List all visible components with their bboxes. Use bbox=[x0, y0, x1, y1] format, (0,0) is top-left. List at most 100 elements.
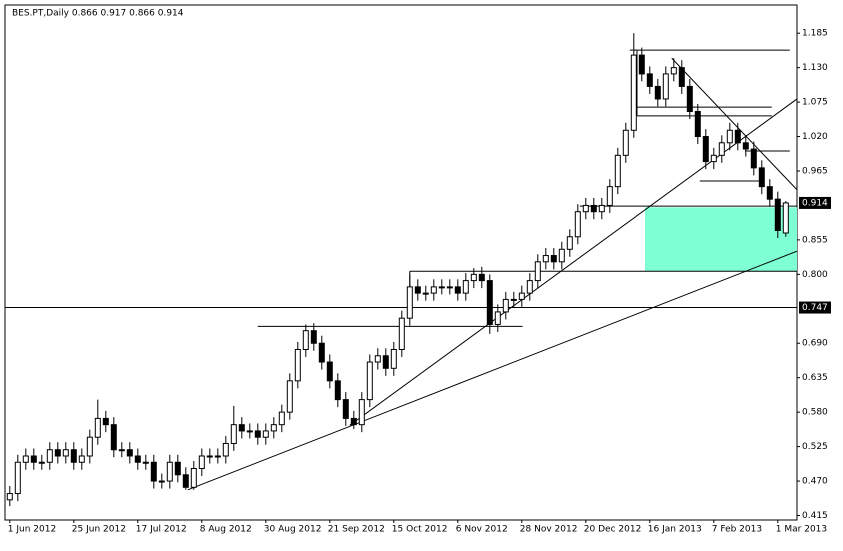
candle-body bbox=[558, 248, 565, 263]
candle-body bbox=[662, 73, 669, 100]
candle-body bbox=[254, 430, 261, 438]
y-tick-label: 1.185 bbox=[802, 29, 828, 39]
candle-body bbox=[638, 54, 645, 75]
candle-body bbox=[54, 449, 61, 457]
candle-body bbox=[702, 136, 709, 163]
candle-body bbox=[502, 298, 509, 313]
zone bbox=[645, 207, 797, 272]
candle-body bbox=[670, 67, 677, 75]
candle-body bbox=[598, 204, 605, 213]
candle-body bbox=[382, 355, 389, 369]
candle-body bbox=[750, 148, 757, 169]
y-tick-label: 0.525 bbox=[802, 442, 828, 452]
candle-body bbox=[150, 461, 157, 482]
candle-body bbox=[686, 85, 693, 112]
candle-body bbox=[438, 286, 445, 289]
candle-body bbox=[414, 286, 421, 294]
candle-body bbox=[518, 292, 525, 300]
candle-body bbox=[678, 67, 685, 87]
candle-body bbox=[622, 129, 629, 156]
candle-body bbox=[174, 461, 181, 476]
candle-body bbox=[238, 424, 245, 432]
candle-body bbox=[398, 317, 405, 351]
candle-body bbox=[158, 480, 165, 483]
x-tick-label: 8 Aug 2012 bbox=[200, 525, 252, 535]
candle-body bbox=[342, 399, 349, 419]
candle-body bbox=[222, 442, 229, 457]
x-tick-label: 21 Sep 2012 bbox=[328, 525, 385, 535]
candle-body bbox=[734, 129, 741, 144]
candle-body bbox=[526, 280, 533, 294]
price-label-box bbox=[799, 301, 831, 314]
x-tick-label: 30 Aug 2012 bbox=[264, 525, 322, 535]
candle-body bbox=[286, 380, 293, 413]
y-tick-label: 0.965 bbox=[802, 166, 828, 176]
x-tick-label: 6 Nov 2012 bbox=[456, 525, 508, 535]
candle-body bbox=[326, 361, 333, 382]
x-tick-label: 1 Mar 2013 bbox=[776, 525, 827, 535]
candle-body bbox=[142, 461, 149, 464]
candle-body bbox=[134, 455, 141, 463]
candle-body bbox=[246, 430, 253, 433]
y-tick-label: 1.075 bbox=[802, 98, 828, 108]
candle-body bbox=[406, 286, 413, 319]
candle-body bbox=[270, 424, 277, 432]
candle-body bbox=[494, 311, 501, 325]
candle-body bbox=[726, 129, 733, 144]
trend-line bbox=[671, 57, 797, 191]
x-tick-label: 17 Jul 2012 bbox=[136, 525, 187, 535]
candle-body bbox=[654, 85, 661, 100]
candle-body bbox=[62, 449, 69, 457]
candle-body bbox=[110, 424, 117, 451]
candle-body bbox=[574, 211, 581, 238]
x-tick-label: 7 Feb 2013 bbox=[712, 525, 762, 535]
candle-body bbox=[710, 154, 717, 163]
candle-body bbox=[318, 342, 325, 363]
candle-body bbox=[30, 455, 37, 463]
candle-body bbox=[550, 255, 557, 263]
candle-body bbox=[190, 468, 197, 488]
candle-body bbox=[366, 361, 373, 401]
candle-body bbox=[262, 430, 269, 438]
y-tick-label: 0.635 bbox=[802, 373, 828, 383]
candle-body bbox=[118, 449, 125, 452]
candle-body bbox=[302, 330, 309, 351]
candle-body bbox=[646, 73, 653, 87]
candle-body bbox=[102, 417, 109, 426]
candle-body bbox=[334, 380, 341, 401]
y-tick-label: 0.470 bbox=[802, 477, 828, 487]
candle-body bbox=[718, 142, 725, 156]
candle-body bbox=[478, 273, 485, 282]
candle-body bbox=[462, 280, 469, 294]
candle-body bbox=[86, 436, 93, 457]
candle-body bbox=[350, 417, 357, 426]
candle-body bbox=[358, 399, 365, 426]
y-tick-label: 0.690 bbox=[802, 339, 828, 349]
x-tick-label: 25 Jun 2012 bbox=[72, 525, 126, 535]
plot-area bbox=[5, 33, 797, 507]
axes: 1.185 1.130 1.075 1.020 0.965 0.855 0.800 0.690… bbox=[8, 29, 831, 535]
candle-body bbox=[590, 204, 597, 213]
x-tick-label: 16 Jan 2013 bbox=[648, 525, 702, 535]
candle-body bbox=[182, 474, 189, 488]
x-tick-label: 15 Oct 2012 bbox=[392, 525, 448, 535]
candle-body bbox=[14, 461, 21, 495]
trend-line bbox=[187, 250, 797, 491]
candle-body bbox=[278, 411, 285, 426]
candle-body bbox=[46, 449, 53, 463]
candle-body bbox=[470, 273, 477, 282]
candle-body bbox=[446, 286, 453, 289]
candle-body bbox=[206, 455, 213, 458]
candle-body bbox=[6, 493, 13, 501]
candle-body bbox=[534, 261, 541, 282]
y-tick-label: 0.415 bbox=[802, 511, 828, 521]
candle-body bbox=[294, 349, 301, 382]
candle-body bbox=[374, 355, 381, 363]
candle-body bbox=[606, 186, 613, 206]
x-tick-label: 20 Dec 2012 bbox=[584, 525, 642, 535]
chart-title: BES.PT,Daily 0.866 0.917 0.866 0.914 bbox=[12, 9, 184, 19]
y-tick-label: 1.020 bbox=[802, 132, 828, 142]
candle-body bbox=[758, 167, 765, 188]
candle-body bbox=[630, 54, 637, 131]
